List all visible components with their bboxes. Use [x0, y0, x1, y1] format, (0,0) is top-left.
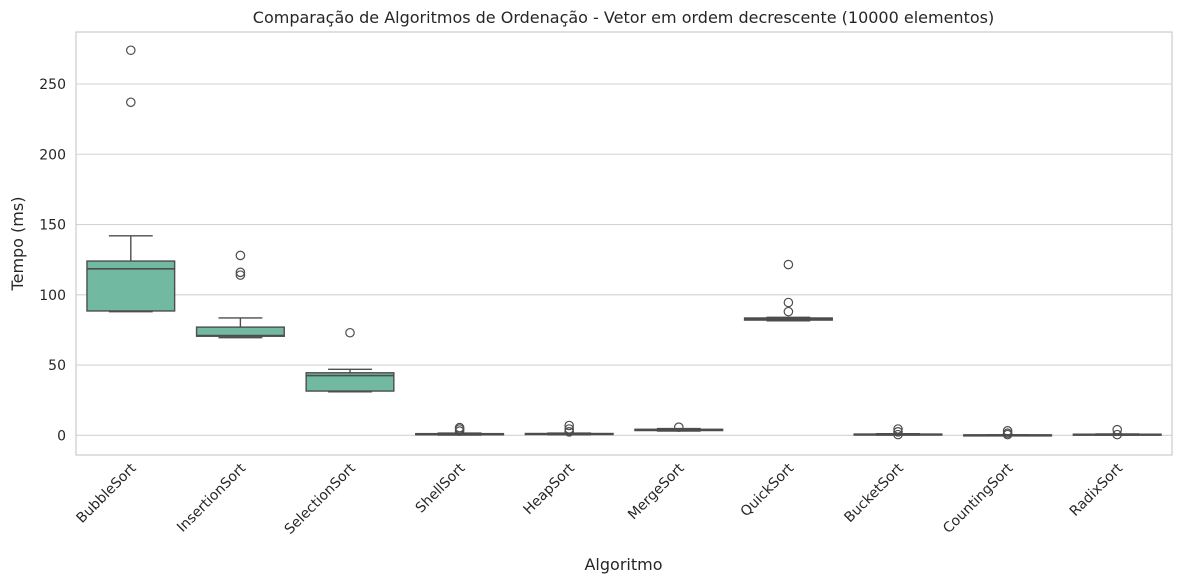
- outlier-point: [673, 422, 684, 432]
- outlier-point: [1112, 424, 1122, 435]
- y-tick-label: 0: [57, 428, 66, 444]
- outlier-point: [345, 327, 355, 338]
- box-group: [963, 426, 1053, 440]
- plot-area-frame: [75, 31, 1173, 456]
- y-tick-label: 200: [39, 147, 66, 163]
- box-group: [853, 424, 943, 440]
- x-tick-label: HeapSort: [521, 460, 579, 518]
- x-tick-label: BubbleSort: [74, 460, 140, 526]
- x-tick-label: BucketSort: [841, 460, 907, 526]
- y-axis-label: Tempo (ms): [8, 197, 27, 292]
- outlier-point: [783, 297, 794, 308]
- outlier-point: [235, 250, 246, 261]
- box-group: [195, 250, 285, 339]
- outlier-point: [454, 422, 465, 433]
- outlier-point: [1112, 429, 1122, 440]
- iqr-box: [305, 372, 395, 392]
- y-tick-labels: 0 50 100 150 200 250: [39, 77, 66, 444]
- boxes: [86, 45, 1162, 440]
- y-tick-label: 250: [39, 77, 66, 93]
- outlier-point: [783, 306, 794, 317]
- outlier-point: [1002, 426, 1013, 436]
- outlier-point: [126, 45, 136, 56]
- outlier-point: [564, 420, 574, 431]
- outlier-point: [893, 424, 903, 434]
- x-tick-label: MergeSort: [625, 460, 688, 523]
- outlier-point: [1002, 428, 1013, 439]
- box-group: [743, 259, 833, 322]
- y-tick-label: 100: [39, 288, 66, 304]
- x-tick-label: RadixSort: [1067, 460, 1127, 520]
- outlier-point: [126, 97, 136, 108]
- box-group: [305, 327, 395, 393]
- x-tick-label: InsertionSort: [174, 460, 249, 535]
- x-axis-label: Algoritmo: [584, 555, 662, 574]
- box-group: [634, 422, 724, 432]
- x-tick-labels: BubbleSort InsertionSort SelectionSort Shel…: [74, 460, 1127, 538]
- x-tick-label: QuickSort: [738, 460, 798, 520]
- outlier-point: [564, 424, 574, 434]
- x-tick-label: ShellSort: [413, 460, 469, 516]
- x-tick-label: SelectionSort: [282, 460, 360, 538]
- box-group: [1072, 424, 1162, 440]
- box-group: [524, 420, 614, 437]
- outlier-point: [893, 427, 903, 437]
- box-group: [415, 422, 505, 436]
- outlier-point: [235, 270, 246, 280]
- outlier-point: [235, 267, 246, 278]
- outlier-point: [893, 429, 903, 440]
- outlier-point: [783, 259, 794, 270]
- box-group: [86, 45, 176, 313]
- x-tick-label: CountingSort: [940, 460, 1017, 537]
- outlier-point: [564, 427, 574, 437]
- y-tick-label: 50: [48, 358, 66, 374]
- y-tick-label: 150: [39, 218, 66, 234]
- chart-title: Comparação de Algoritmos de Ordenação - …: [253, 8, 994, 27]
